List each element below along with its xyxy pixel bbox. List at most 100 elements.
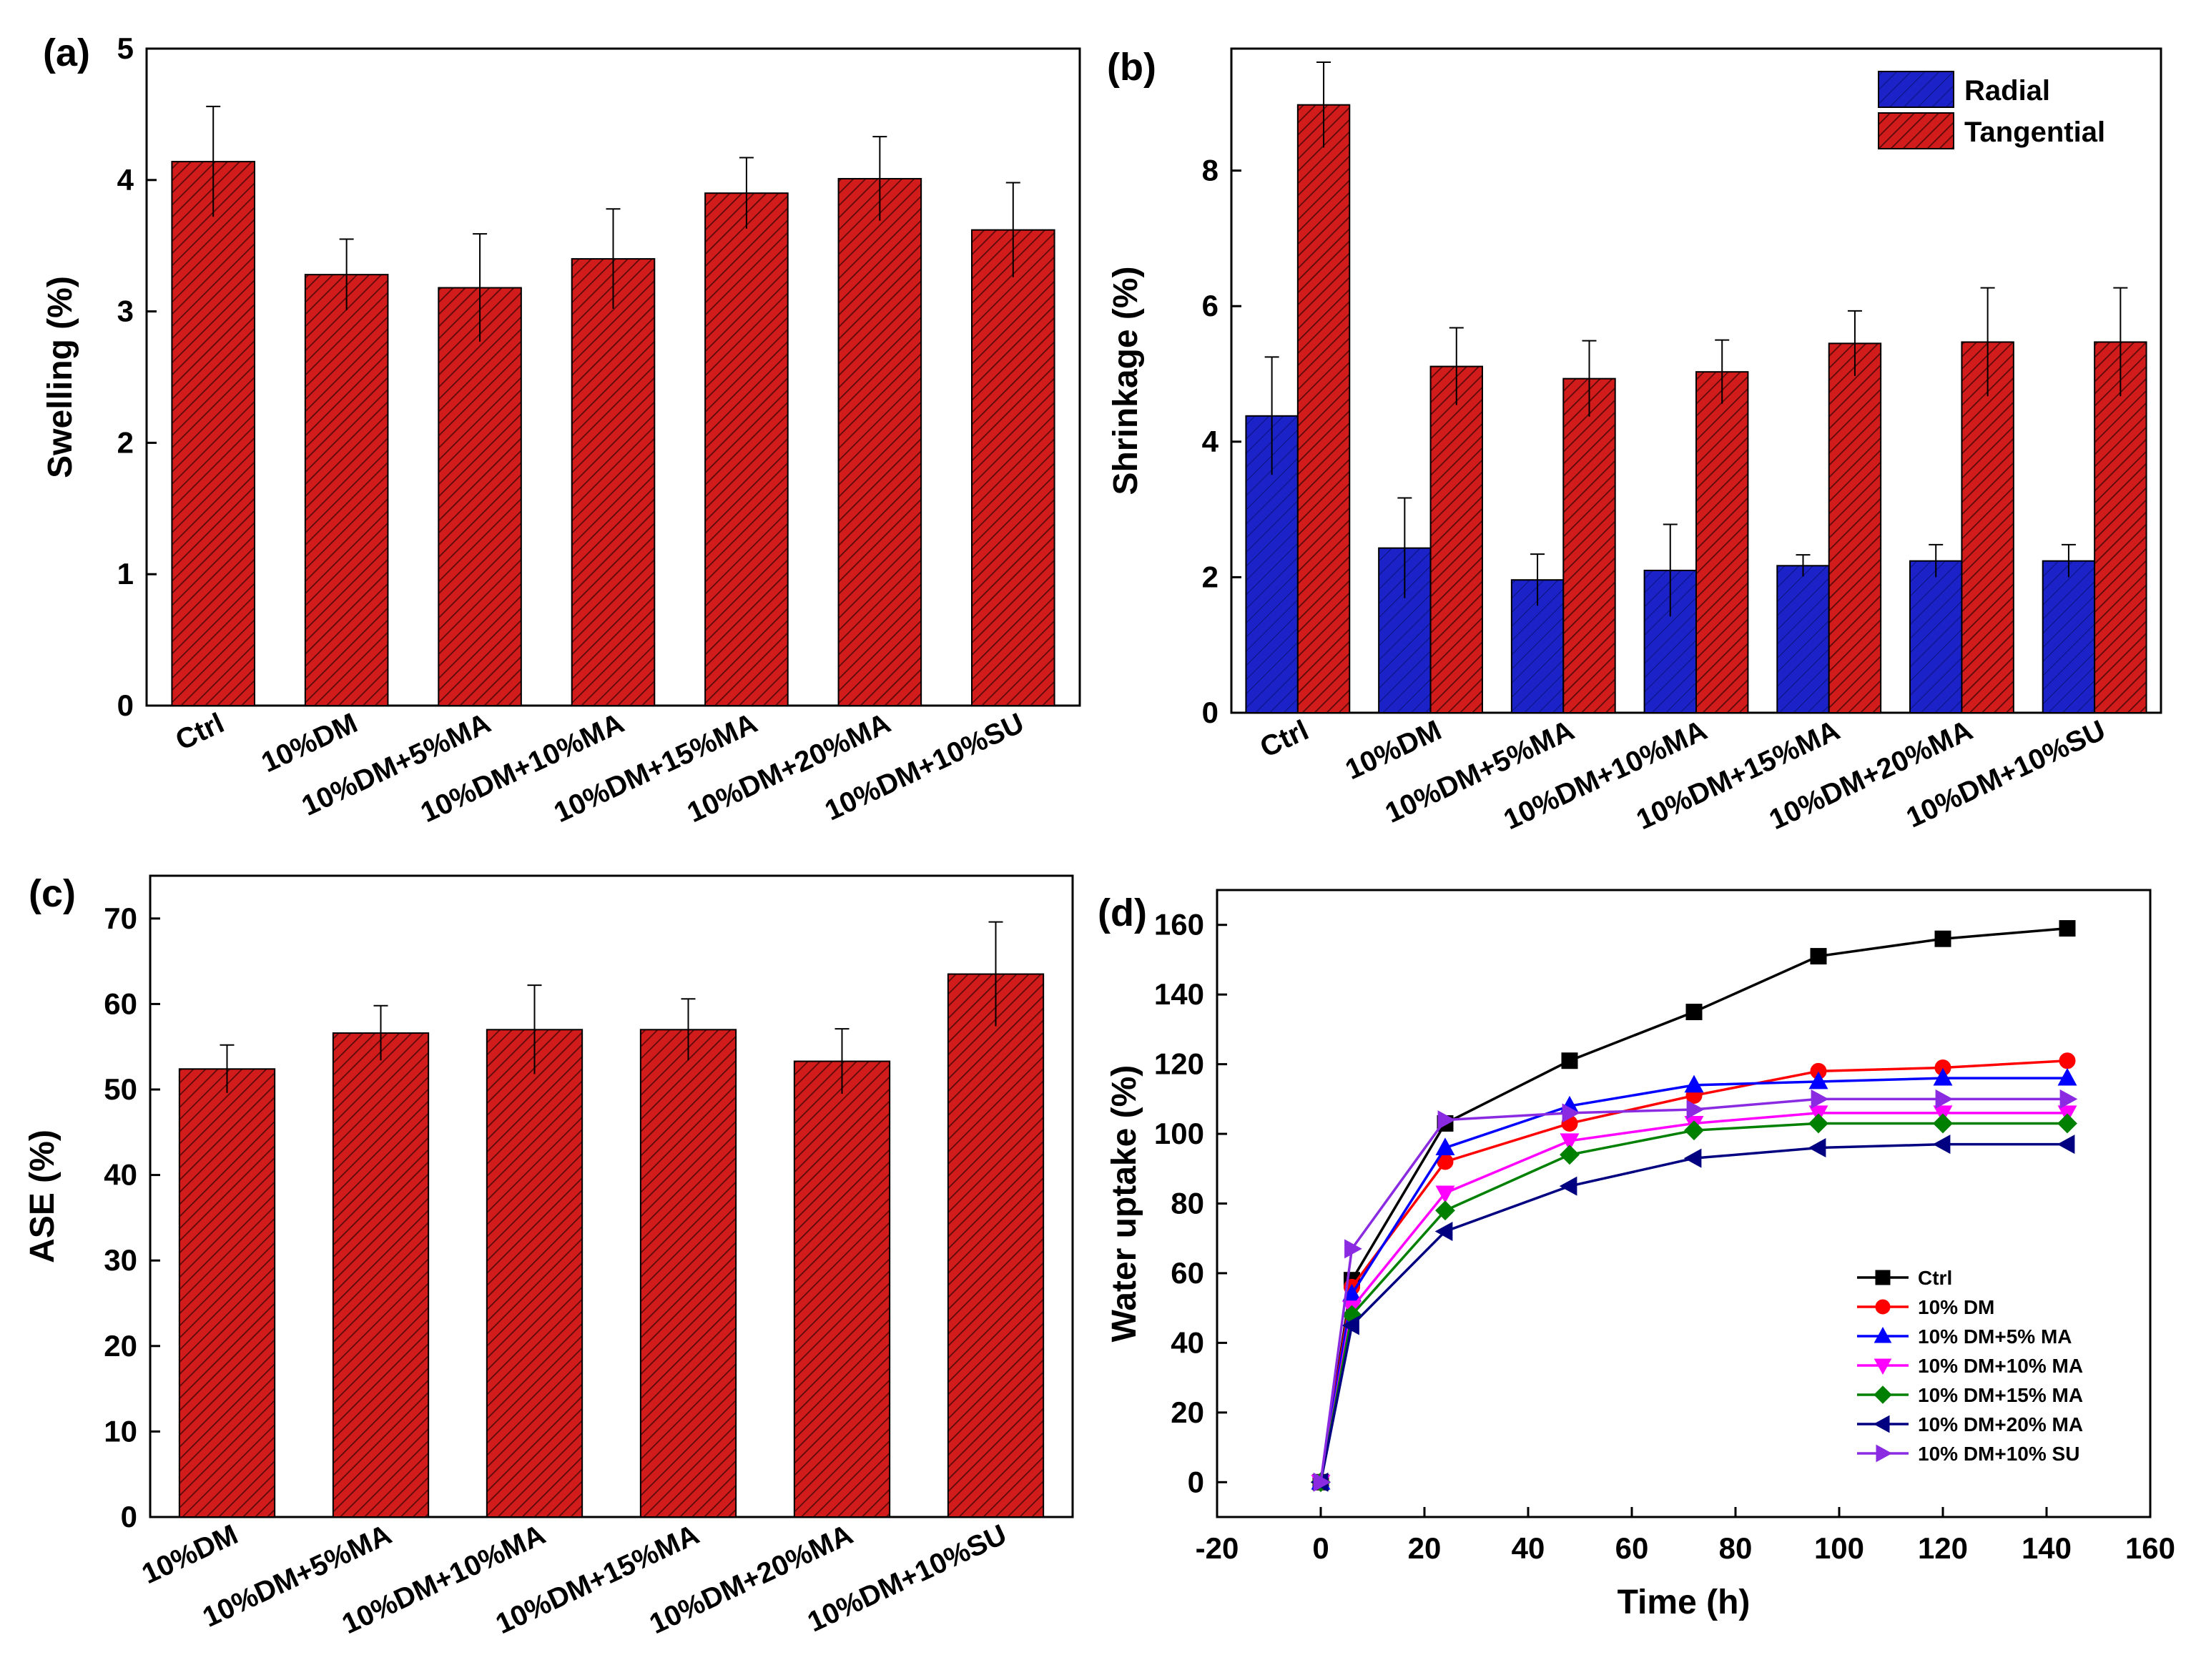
- d-legend-label-10-dm-10-su: 10% DM+10% SU: [1918, 1443, 2079, 1465]
- b-bar-radial-5: [1776, 565, 1830, 713]
- d-y-axis-title: Water uptake (%): [1106, 1065, 1143, 1343]
- d-series-line-10-dm-20-ma: [1319, 1142, 2067, 1483]
- b-legend-label-radial: Radial: [1964, 75, 2050, 107]
- b-bar-tangential-6: [1961, 341, 2014, 714]
- d-point-10-dm-10-su-7: [1935, 1089, 1954, 1109]
- c-y-tick-label: 60: [104, 987, 137, 1020]
- d-point-ctrl-6: [1810, 948, 1827, 965]
- b-bar-tangential-7: [2094, 341, 2147, 714]
- d-legend-label-10-dm: 10% DM: [1918, 1296, 1994, 1318]
- a-y-tick-label: 1: [117, 557, 134, 591]
- a-bar-swelling-3: [438, 287, 522, 706]
- d-x-tick-label: 0: [1312, 1531, 1329, 1565]
- d-point-10-dm-10-su-1: [1313, 1472, 1331, 1492]
- d-point-10-dm-5-ma-3: [1435, 1137, 1455, 1155]
- d-legend-marker-10-dm-10-su: [1876, 1444, 1893, 1463]
- c-y-tick-label: 40: [104, 1158, 137, 1192]
- d-point-10-dm-10-su-3: [1437, 1110, 1456, 1130]
- d-series-line-10-dm-10-su: [1319, 1097, 2067, 1483]
- b-bar-radial-7: [2042, 560, 2096, 714]
- d-legend-marker-10-dm-10-ma: [1874, 1358, 1892, 1375]
- b-y-tick-label: 0: [1202, 696, 1218, 729]
- c-y-axis-title: ASE (%): [24, 1130, 61, 1263]
- d-point-10-dm-10-su-4: [1562, 1103, 1580, 1123]
- a-bar-swelling-7: [970, 229, 1055, 707]
- a-bar-swelling-5: [704, 192, 789, 706]
- b-category-label: Ctrl: [1256, 714, 1314, 764]
- b-legend-swatch-tangential: [1878, 112, 1954, 149]
- c-y-tick-label: 70: [104, 901, 137, 935]
- d-legend-label-10-dm-5-ma: 10% DM+5% MA: [1918, 1325, 2072, 1348]
- d-point-10-dm-15-ma-5: [1684, 1120, 1704, 1141]
- d-y-tick-label: 80: [1171, 1187, 1204, 1220]
- d-x-tick-label: 60: [1615, 1531, 1649, 1565]
- d-y-tick-label: 140: [1154, 977, 1204, 1011]
- c-bar-ase-1: [178, 1068, 276, 1518]
- d-point-ctrl-4: [1561, 1052, 1578, 1069]
- d-legend-marker-ctrl: [1875, 1270, 1891, 1285]
- d-point-10-dm-15-ma-4: [1560, 1145, 1580, 1165]
- d-legend-label-10-dm-20-ma: 10% DM+20% MA: [1918, 1413, 2083, 1436]
- b-y-tick-label: 6: [1202, 289, 1218, 322]
- a-bar-swelling-1: [171, 161, 256, 706]
- d-point-10-dm-15-ma-8: [2057, 1113, 2077, 1134]
- d-y-tick-label: 0: [1188, 1465, 1204, 1498]
- c-bar-ase-3: [486, 1029, 584, 1518]
- d-y-tick-label: 60: [1171, 1256, 1204, 1290]
- b-y-tick-label: 8: [1202, 154, 1218, 187]
- b-bar-tangential-3: [1562, 377, 1616, 713]
- d-point-10-dm-15-ma-3: [1435, 1200, 1455, 1221]
- b-panel-label: (b): [1107, 46, 1156, 89]
- d-point-10-dm-20-ma-4: [1559, 1176, 1577, 1196]
- d-legend-marker-10-dm-20-ma: [1873, 1415, 1890, 1433]
- d-x-axis-title: Time (h): [1618, 1583, 1751, 1621]
- d-point-10-dm-5-ma-7: [1933, 1067, 1953, 1086]
- d-y-tick-label: 160: [1154, 908, 1204, 942]
- d-legend-marker-10-dm-5-ma: [1874, 1326, 1892, 1343]
- c-y-tick-label: 0: [121, 1500, 137, 1533]
- a-bar-swelling-2: [304, 274, 389, 706]
- a-y-tick-label: 4: [117, 163, 134, 197]
- d-x-tick-label: 20: [1408, 1531, 1442, 1565]
- a-y-tick-label: 2: [117, 425, 134, 459]
- d-point-10-dm-20-ma-5: [1683, 1148, 1702, 1168]
- d-legend-marker-10-dm: [1875, 1299, 1891, 1315]
- a-y-tick-label: 5: [117, 31, 134, 65]
- d-panel-label: (d): [1098, 891, 1147, 934]
- b-bar-tangential-2: [1429, 365, 1483, 713]
- d-point-10-dm-8: [2059, 1052, 2076, 1069]
- a-category-label: Ctrl: [171, 707, 229, 756]
- c-y-tick-label: 30: [104, 1243, 137, 1277]
- d-series-line-10-dm-15-ma: [1319, 1122, 2067, 1483]
- c-y-tick-label: 10: [104, 1414, 137, 1448]
- d-point-10-dm-5-ma-8: [2057, 1067, 2077, 1086]
- c-bar-ase-4: [639, 1029, 737, 1518]
- d-point-10-dm-20-ma-7: [1932, 1135, 1951, 1155]
- d-y-tick-label: 20: [1171, 1395, 1204, 1429]
- d-point-ctrl-8: [2059, 920, 2076, 937]
- d-point-10-dm-20-ma-8: [2057, 1135, 2075, 1155]
- b-bar-tangential-4: [1695, 371, 1749, 713]
- a-bar-swelling-6: [837, 177, 922, 707]
- b-bar-radial-6: [1909, 560, 1963, 714]
- d-x-tick-label: 100: [1814, 1531, 1864, 1565]
- d-x-tick-label: 120: [1918, 1531, 1968, 1565]
- d-x-tick-label: 160: [2125, 1531, 2175, 1565]
- b-y-axis-title: Shrinkage (%): [1107, 266, 1145, 495]
- d-point-ctrl-7: [1934, 930, 1951, 947]
- c-panel-label: (c): [29, 872, 76, 915]
- d-point-10-dm-5-ma-6: [1808, 1071, 1828, 1089]
- c-bar-ase-2: [332, 1032, 430, 1518]
- a-category-label: 10%DM: [257, 707, 363, 779]
- b-legend-label-tangential: Tangential: [1964, 117, 2105, 148]
- b-category-label: 10%DM: [1341, 714, 1447, 786]
- d-series-line-ctrl: [1319, 927, 2068, 1483]
- d-point-10-dm-15-ma-7: [1933, 1113, 1953, 1134]
- d-x-tick-label: 80: [1719, 1531, 1753, 1565]
- d-x-tick-label: 40: [1512, 1531, 1545, 1565]
- c-y-tick-label: 50: [104, 1072, 137, 1106]
- c-bar-ase-6: [947, 973, 1045, 1518]
- c-category-label: 10%DM: [137, 1518, 243, 1590]
